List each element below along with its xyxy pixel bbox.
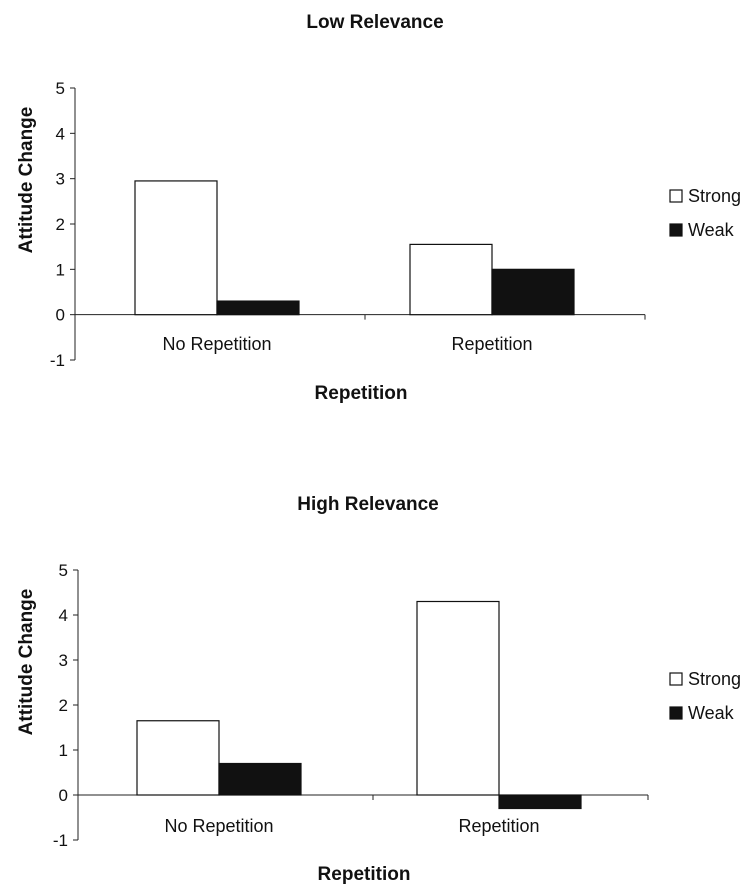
chart-title: High Relevance — [297, 494, 439, 515]
plot-area: -1 0 1 2 3 4 5 No Repetition Repetition Strong Wea… — [50, 79, 741, 370]
legend-swatch-weak — [669, 223, 683, 237]
y-tick-label: 2 — [59, 696, 68, 715]
x-tick-label: Repetition — [458, 816, 539, 836]
y-tick-label: 5 — [56, 79, 65, 98]
plot-area: -1 0 1 2 3 4 5 No Repetition Repetition Strong Wea… — [53, 561, 741, 850]
chart-high-relevance: High Relevance Attitude Change Repetitio… — [16, 494, 741, 885]
y-tick-label: 5 — [59, 561, 68, 580]
bar-strong-no-repetition — [134, 180, 218, 316]
bar-weak-no-repetition — [218, 762, 302, 796]
legend-swatch-strong — [669, 189, 683, 203]
legend-label-weak: Weak — [688, 703, 735, 723]
x-tick-label: No Repetition — [164, 816, 273, 836]
chart-low-relevance: Low Relevance Attitude Change Repetition… — [16, 12, 741, 404]
y-axis-label: Attitude Change — [16, 589, 37, 736]
bar-weak-repetition — [491, 268, 575, 316]
y-tick-label: -1 — [50, 351, 65, 370]
y-tick-label: 3 — [59, 651, 68, 670]
y-tick-label: 0 — [56, 306, 65, 325]
y-tick-label: 1 — [59, 741, 68, 760]
legend-swatch-weak — [669, 706, 683, 720]
y-tick-label: 4 — [59, 606, 68, 625]
bar-strong-repetition — [416, 600, 500, 796]
bar-weak-repetition — [498, 794, 582, 810]
x-axis-label: Repetition — [315, 383, 408, 404]
x-tick-label: No Repetition — [162, 334, 271, 354]
y-tick-label: 1 — [56, 260, 65, 279]
y-tick-label: 0 — [59, 786, 68, 805]
legend-swatch-strong — [669, 672, 683, 686]
y-tick-label: 2 — [56, 215, 65, 234]
bar-strong-no-repetition — [136, 720, 220, 796]
bar-weak-no-repetition — [216, 300, 300, 316]
y-tick-label: 3 — [56, 170, 65, 189]
y-axis-label: Attitude Change — [16, 107, 37, 254]
legend-label-strong: Strong — [688, 669, 741, 689]
bar-strong-repetition — [409, 243, 493, 316]
chart-title: Low Relevance — [306, 12, 443, 33]
legend-label-strong: Strong — [688, 186, 741, 206]
x-axis-label: Repetition — [318, 864, 411, 885]
y-tick-label: 4 — [56, 124, 65, 143]
x-tick-label: Repetition — [451, 334, 532, 354]
y-tick-label: -1 — [53, 831, 68, 850]
legend-label-weak: Weak — [688, 220, 735, 240]
